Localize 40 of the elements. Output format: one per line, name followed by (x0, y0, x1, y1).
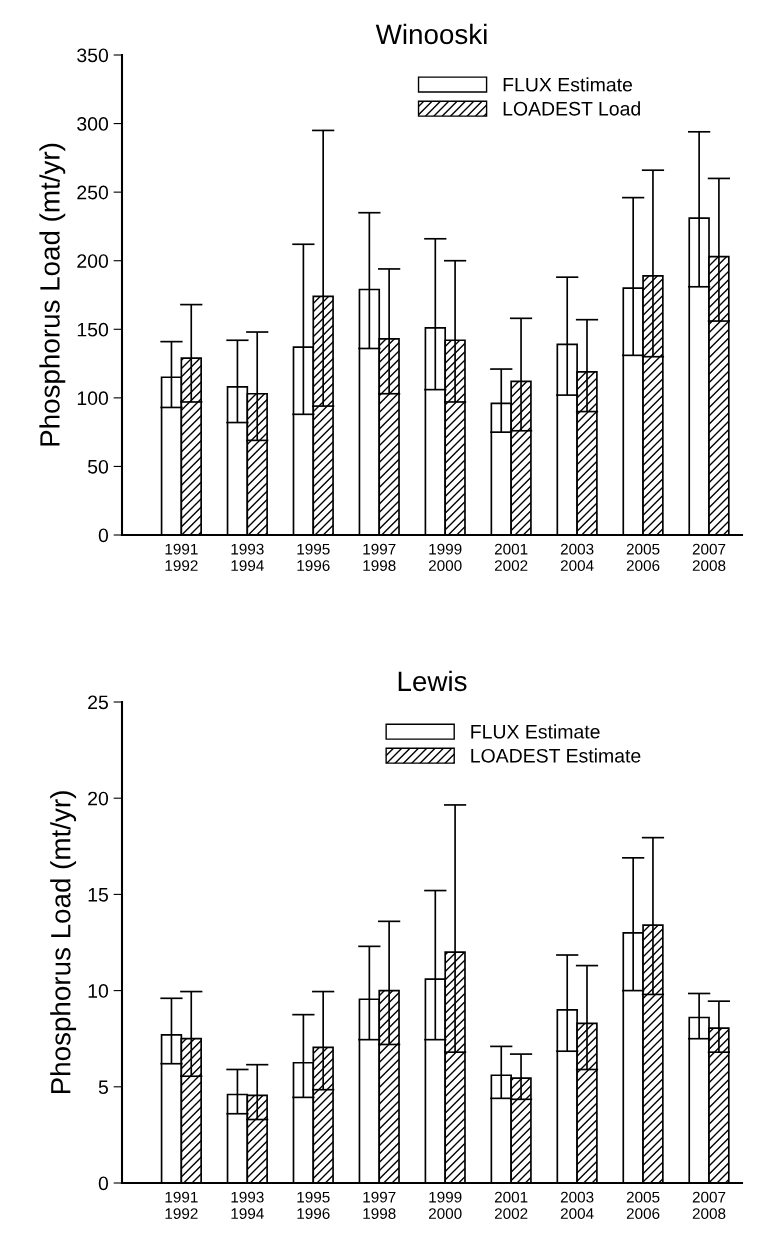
x-tick-label: 2001 2002 (494, 1191, 528, 1220)
y-tick-label: 20 (88, 791, 109, 806)
x-tick-label: 1991 1992 (165, 1191, 198, 1220)
x-tick-label: 1999 2000 (428, 543, 462, 572)
y-tick-label: 100 (77, 391, 109, 406)
legend-label: LOADEST Estimate (471, 748, 641, 763)
x-tick-label: 2007 2008 (692, 1191, 726, 1220)
y-axis-title: Phosphorus Load (mt/yr) (50, 791, 77, 1094)
y-tick-label: 50 (87, 459, 109, 474)
x-tick-label: 2005 2006 (626, 1191, 660, 1220)
y-tick-label: 150 (77, 322, 109, 337)
chart-title: Lewis (398, 670, 467, 692)
y-axis-title: Phosphorus Load (mt/yr) (39, 143, 66, 446)
x-tick-label: 1995 1996 (297, 543, 330, 572)
x-tick-label: 2005 2006 (626, 543, 660, 572)
x-tick-label: 1997 1998 (363, 543, 396, 572)
x-tick-label: 1997 1998 (363, 1191, 396, 1220)
legend-label: FLUX Estimate (471, 724, 600, 739)
y-tick-label: 300 (77, 117, 109, 131)
legend-label: FLUX Estimate (503, 77, 633, 92)
y-tick-label: 350 (77, 48, 109, 63)
legend-label: LOADEST Load (503, 101, 640, 116)
x-tick-label: 1995 1996 (297, 1191, 330, 1220)
x-tick-label: 2003 2004 (560, 1191, 594, 1220)
x-tick-label: 2007 2008 (692, 543, 726, 572)
chart-title: Winooski (375, 23, 487, 45)
y-tick-label: 25 (88, 695, 108, 710)
x-tick-label: 2001 2002 (494, 543, 528, 572)
y-tick-label: 0 (98, 528, 109, 543)
x-tick-label: 1999 2000 (428, 1191, 462, 1220)
y-tick-label: 0 (98, 1176, 109, 1191)
x-tick-label: 1993 1994 (231, 1191, 264, 1220)
y-tick-label: 200 (77, 254, 109, 268)
y-tick-label: 10 (88, 984, 109, 998)
y-tick-label: 250 (77, 185, 109, 200)
x-tick-label: 2003 2004 (560, 543, 594, 572)
y-tick-label: 5 (98, 1080, 108, 1095)
y-tick-label: 15 (88, 888, 108, 902)
x-tick-label: 1991 1992 (165, 543, 198, 572)
x-tick-label: 1993 1994 (231, 543, 264, 572)
